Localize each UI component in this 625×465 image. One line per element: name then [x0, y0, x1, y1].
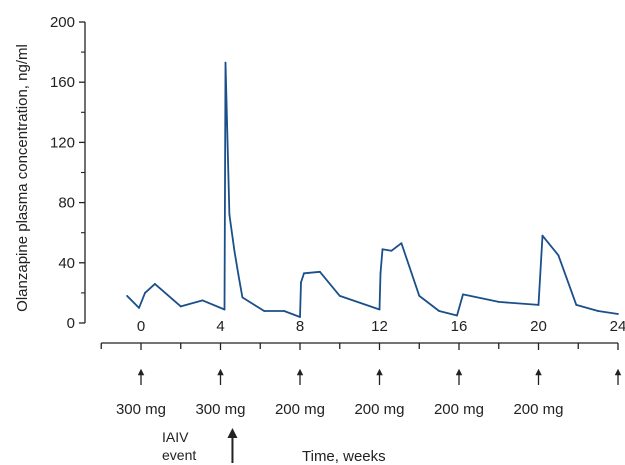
y-axis: 0 40 80 120 160 200 — [50, 14, 86, 332]
x-axis-title: Time, weeks — [302, 448, 386, 465]
data-point — [154, 282, 156, 285]
x-tick-label: 0 — [137, 318, 145, 335]
data-point — [575, 304, 578, 306]
data-point — [138, 307, 140, 309]
dose-label: 200 mg — [513, 401, 563, 418]
dose-labels: 300 mg 300 mg 200 mg 200 mg 200 mg 200 mg — [116, 401, 564, 418]
y-tick-label: 0 — [67, 315, 75, 332]
data-point — [557, 254, 560, 257]
data-point — [456, 314, 458, 317]
event-label-line2: event — [162, 447, 196, 463]
x-tick-label: 4 — [216, 318, 224, 335]
event-annotation: IAIV event — [162, 428, 238, 463]
data-point — [233, 249, 236, 252]
x-tick-label: 8 — [296, 318, 304, 335]
data-point — [241, 296, 244, 299]
series-group — [126, 61, 619, 318]
data-point — [537, 304, 540, 306]
data-point — [228, 213, 231, 216]
y-tick-label: 40 — [58, 255, 75, 272]
data-point — [237, 273, 240, 276]
data-point — [300, 281, 302, 284]
data-point — [144, 292, 146, 294]
dose-label: 300 mg — [116, 401, 166, 418]
dose-label: 200 mg — [275, 401, 325, 418]
data-point — [438, 310, 441, 312]
data-point — [338, 295, 341, 297]
y-tick-label: 160 — [50, 74, 75, 91]
y-axis-title: Olanzapine plasma concentration, ng/ml — [14, 44, 31, 312]
data-point — [224, 61, 227, 64]
injection-arrows — [137, 368, 622, 385]
data-point — [179, 305, 182, 308]
data-point — [497, 301, 500, 303]
y-tick-label: 80 — [58, 195, 75, 212]
dose-label: 200 mg — [434, 401, 484, 418]
data-point — [283, 310, 285, 312]
x-tick-label: 24 — [610, 318, 625, 335]
x-tick-label: 12 — [371, 318, 388, 335]
data-point — [318, 270, 321, 273]
data-point — [390, 249, 393, 252]
dose-label: 200 mg — [354, 401, 404, 418]
data-point — [379, 272, 382, 275]
data-point — [381, 248, 384, 251]
data-point — [400, 242, 403, 245]
data-point — [126, 295, 128, 297]
data-point — [303, 272, 305, 275]
data-point — [418, 295, 421, 297]
x-axis: 0 4 8 12 16 20 24 — [100, 318, 625, 350]
dose-label: 300 mg — [195, 401, 245, 418]
data-point — [299, 316, 301, 318]
event-label-line1: IAIV — [162, 429, 189, 445]
data-point — [378, 308, 381, 311]
data-point — [597, 310, 600, 312]
data-point — [617, 313, 619, 315]
data-point — [223, 308, 226, 311]
y-tick-label: 200 — [50, 14, 75, 31]
x-tick-label: 20 — [530, 318, 547, 335]
data-point — [263, 310, 266, 312]
data-point — [541, 234, 544, 237]
concentration-series-line — [126, 61, 619, 318]
x-tick-label: 16 — [451, 318, 468, 335]
data-point — [201, 299, 204, 302]
data-point — [462, 293, 464, 296]
y-tick-label: 120 — [50, 134, 75, 151]
